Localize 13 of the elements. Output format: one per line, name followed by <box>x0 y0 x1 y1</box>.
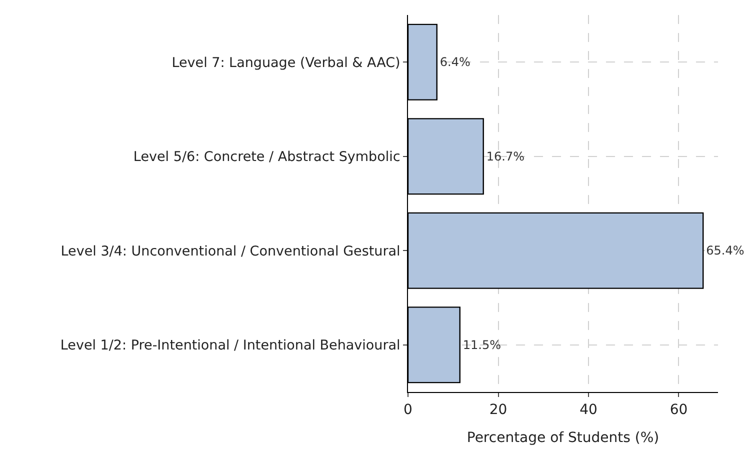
y-tick-label: Level 7: Language (Verbal & AAC) <box>172 54 400 71</box>
x-tick-label: 60 <box>670 402 688 418</box>
data-label: 11.5% <box>462 338 502 352</box>
data-label: 16.7% <box>486 149 524 164</box>
data-label: 65.4% <box>706 244 744 258</box>
y-tick-label: Level 5/6: Concrete / Abstract Symbolic <box>133 149 400 166</box>
x-tick-label: 40 <box>580 402 598 418</box>
x-axis-title: Percentage of Students (%) <box>466 430 660 446</box>
data-label: 6.4% <box>440 55 470 70</box>
y-tick-label: Level 3/4: Unconventional / Conventional Gestural <box>60 243 400 260</box>
x-tick-label: 0 <box>404 402 412 418</box>
y-tick-label: Level 1/2: Pre-Intentional / Intentional Behavioural <box>60 338 400 354</box>
x-tick-label: 20 <box>489 402 508 418</box>
